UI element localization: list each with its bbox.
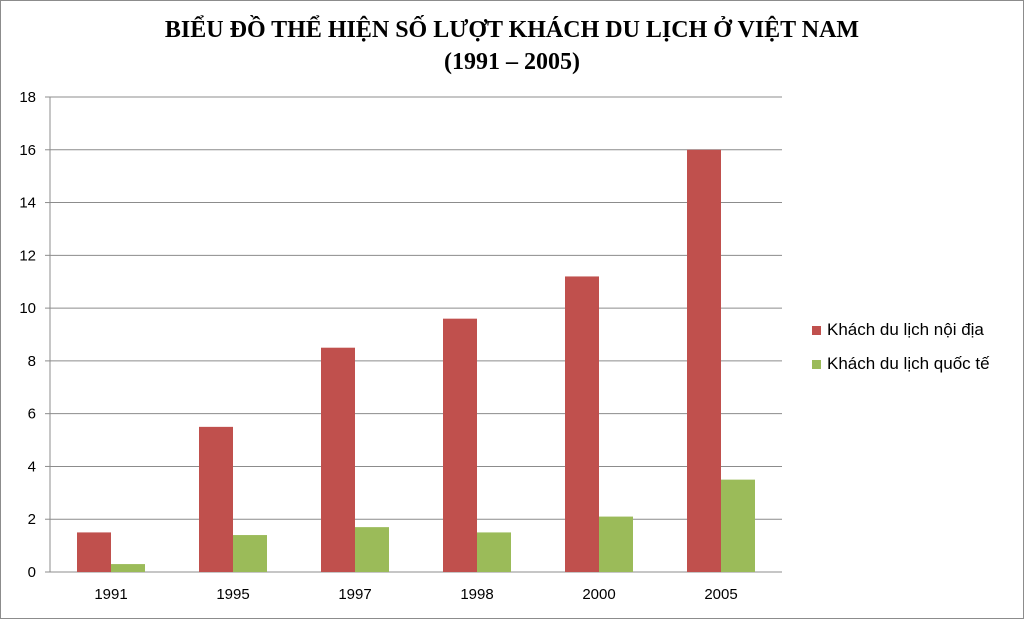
y-tick-label: 18: [19, 89, 36, 106]
chart-title: BIỂU ĐỒ THỂ HIỆN SỐ LƯỢT KHÁCH DU LỊCH Ở…: [164, 17, 860, 43]
bar-domestic: [199, 426, 233, 572]
bar-international: [355, 527, 389, 572]
y-tick-label: 10: [19, 300, 36, 317]
y-tick-label: 8: [28, 353, 36, 370]
bar-domestic: [321, 347, 355, 572]
x-tick-label: 1991: [94, 586, 127, 603]
legend-swatch-domestic: [812, 326, 821, 335]
bar-international: [599, 516, 633, 572]
y-tick-label: 14: [19, 195, 36, 212]
bar-domestic: [77, 532, 111, 572]
legend-label-international: Khách du lịch quốc tế: [827, 354, 990, 373]
bar-domestic: [687, 149, 721, 572]
bar-domestic: [565, 276, 599, 572]
chart-title-block: BIỂU ĐỒ THỂ HIỆN SỐ LƯỢT KHÁCH DU LỊCH Ở…: [0, 14, 1024, 78]
y-tick-label: 0: [28, 564, 36, 581]
legend-label-domestic: Khách du lịch nội địa: [827, 320, 984, 339]
y-tick-label: 2: [28, 511, 36, 528]
legend-swatch-international: [812, 360, 821, 369]
x-tick-label: 2000: [582, 586, 615, 603]
bar-international: [111, 564, 145, 572]
x-tick-label: 1998: [460, 586, 493, 603]
x-tick-label: 2005: [704, 586, 737, 603]
y-tick-label: 16: [19, 142, 36, 159]
bar-international: [721, 479, 755, 572]
y-tick-label: 4: [28, 458, 36, 475]
y-tick-label: 12: [19, 247, 36, 264]
chart-subtitle: (1991 – 2005): [444, 49, 580, 75]
bar-domestic: [443, 318, 477, 572]
x-tick-label: 1997: [338, 586, 371, 603]
bar-international: [233, 535, 267, 572]
bar-international: [477, 532, 511, 572]
y-tick-label: 6: [28, 406, 36, 423]
x-tick-label: 1995: [216, 586, 249, 603]
